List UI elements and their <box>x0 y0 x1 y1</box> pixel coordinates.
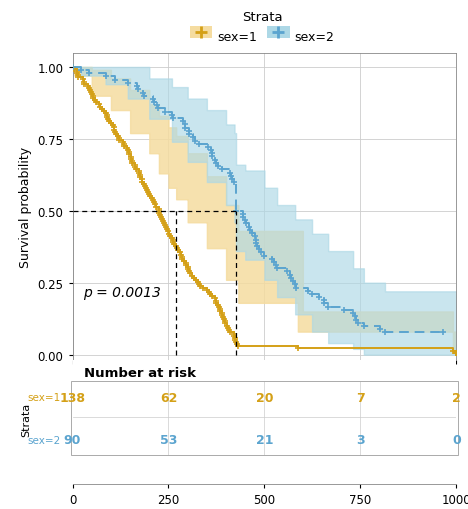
Y-axis label: Survival probability: Survival probability <box>19 147 32 268</box>
Text: Strata: Strata <box>22 402 31 436</box>
Text: 53: 53 <box>160 433 177 446</box>
Text: 62: 62 <box>160 391 177 404</box>
Text: 138: 138 <box>59 391 86 404</box>
Text: 20: 20 <box>256 391 273 404</box>
Text: Number at risk: Number at risk <box>84 366 196 379</box>
Text: sex=1: sex=1 <box>28 392 61 403</box>
Text: sex=2: sex=2 <box>28 435 61 445</box>
Text: 7: 7 <box>356 391 365 404</box>
Text: 90: 90 <box>64 433 81 446</box>
Text: 3: 3 <box>356 433 365 446</box>
Text: p = 0.0013: p = 0.0013 <box>83 285 161 299</box>
Legend: sex=1, sex=2: sex=1, sex=2 <box>185 6 339 49</box>
Text: 21: 21 <box>256 433 273 446</box>
Text: 0: 0 <box>452 433 461 446</box>
Text: 2: 2 <box>452 391 461 404</box>
